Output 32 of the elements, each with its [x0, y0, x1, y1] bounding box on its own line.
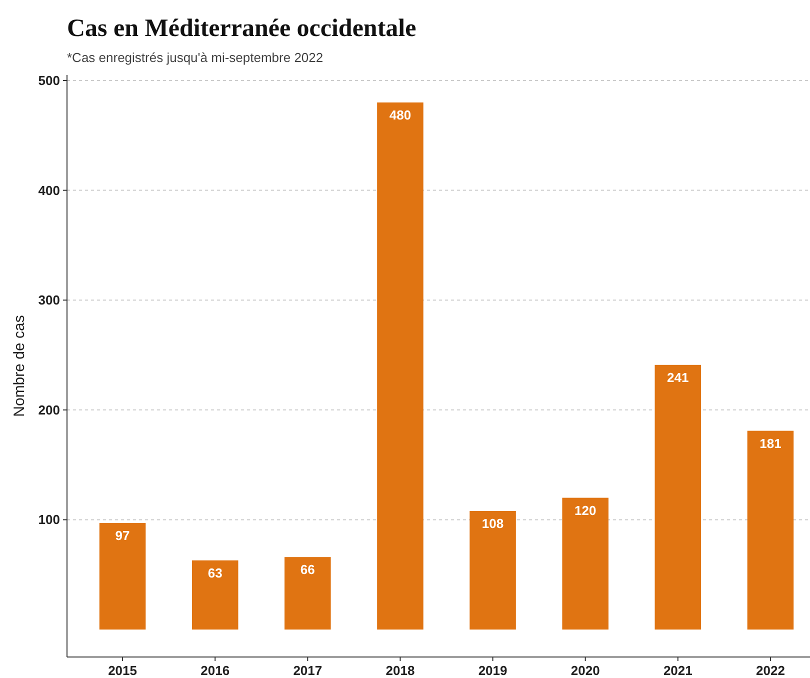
y-tick-label: 500 [38, 72, 60, 88]
data-label: 241 [667, 370, 689, 385]
x-tick-label: 2021 [663, 663, 692, 678]
data-label: 120 [574, 502, 596, 518]
chart-title: Cas en Méditerranée occidentale [67, 15, 416, 42]
x-tick-label: 2019 [478, 663, 508, 678]
bar [654, 364, 702, 630]
x-tick-label: 2017 [293, 663, 322, 678]
bar [284, 557, 331, 630]
x-tick-label: 2018 [386, 663, 415, 678]
x-tick-label: 2016 [200, 663, 230, 678]
bar [562, 498, 608, 630]
y-tick-label: 300 [38, 292, 60, 308]
bar [377, 102, 424, 630]
bar [747, 430, 794, 630]
data-label: 97 [115, 528, 130, 544]
bar [192, 560, 238, 630]
y-tick-label: 100 [38, 512, 60, 528]
y-tick-label: 400 [38, 182, 60, 198]
data-label: 181 [760, 436, 782, 451]
data-label: 108 [482, 516, 504, 531]
y-tick-label: 200 [38, 402, 60, 418]
data-label: 63 [208, 565, 222, 580]
chart-subtitle: *Cas enregistrés jusqu'à mi-septembre 2022 [67, 50, 324, 65]
bar [470, 510, 516, 630]
x-tick-label: 2022 [756, 663, 785, 678]
data-label: 66 [300, 562, 315, 578]
x-tick-label: 2020 [570, 663, 600, 678]
data-label: 480 [389, 107, 412, 122]
bar [99, 523, 146, 630]
y-axis-title: Nombre de cas [11, 315, 28, 417]
x-tick-label: 2015 [108, 663, 137, 678]
